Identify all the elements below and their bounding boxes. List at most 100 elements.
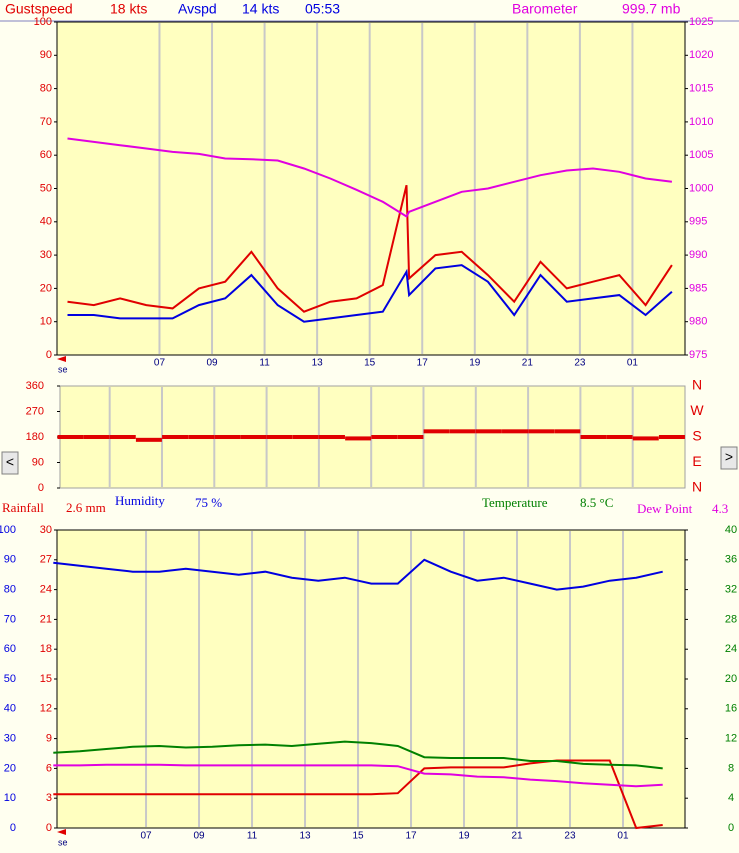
y3-tick-label: 0 [10, 822, 16, 834]
direction-point [449, 429, 476, 434]
y-tick-label: 90 [32, 456, 44, 468]
direction-point [109, 435, 136, 439]
corner-label: se [58, 837, 68, 847]
y2-tick-label: 0 [728, 822, 734, 834]
compass-label: N [692, 479, 702, 495]
x-tick-label: 19 [458, 831, 470, 842]
y3-tick-label: 70 [4, 613, 16, 625]
x-tick-label: 09 [193, 831, 205, 842]
y-tick-label: 21 [40, 613, 52, 625]
y-tick-label: 90 [40, 49, 52, 61]
next-button[interactable]: > [720, 446, 738, 470]
y-tick-label: 80 [40, 83, 52, 95]
y2-tick-label: 975 [689, 349, 707, 361]
compass-label: S [692, 428, 701, 444]
y2-tick-label: 1025 [689, 16, 713, 28]
button-label[interactable]: < [6, 454, 14, 470]
compass-label: W [690, 402, 704, 418]
x-tick-label: 15 [352, 831, 364, 842]
marker [57, 829, 66, 835]
series-name: Humidity [115, 493, 165, 508]
y3-tick-label: 100 [0, 524, 16, 536]
x-tick-label: 23 [564, 831, 576, 842]
direction-point [240, 435, 267, 439]
direction-point [658, 435, 685, 439]
x-tick-label: 13 [312, 358, 324, 369]
y2-tick-label: 24 [725, 643, 737, 655]
y-tick-label: 3 [46, 792, 52, 804]
marker [57, 356, 66, 362]
y-tick-label: 20 [40, 282, 52, 294]
direction-point [188, 435, 215, 439]
x-tick-label: 21 [522, 358, 534, 369]
direction-point [318, 435, 345, 439]
y-tick-label: 6 [46, 762, 52, 774]
direction-point [292, 435, 319, 439]
y-tick-label: 27 [40, 554, 52, 566]
compass-label: N [692, 377, 702, 393]
x-tick-label: 15 [364, 358, 376, 369]
y-tick-label: 60 [40, 149, 52, 161]
y3-tick-label: 80 [4, 584, 16, 596]
y2-tick-label: 1020 [689, 49, 713, 61]
y-tick-label: 180 [26, 431, 44, 443]
prev-button[interactable]: < [1, 451, 19, 475]
y2-tick-label: 1005 [689, 149, 713, 161]
y2-tick-label: 980 [689, 316, 707, 328]
y2-tick-label: 990 [689, 249, 707, 261]
y2-tick-label: 4 [728, 792, 734, 804]
series-current: 8.5 °C [580, 495, 613, 510]
series-name: Barometer [512, 1, 578, 17]
y-tick-label: 0 [46, 349, 52, 361]
x-tick-label: 23 [574, 358, 586, 369]
y-tick-label: 100 [34, 16, 52, 28]
y2-tick-label: 1015 [689, 83, 713, 95]
y-tick-label: 70 [40, 116, 52, 128]
series-name: Avspd [178, 1, 217, 17]
x-tick-label: 13 [299, 831, 311, 842]
direction-point [423, 429, 450, 434]
series-current: 2.6 mm [66, 500, 106, 515]
button-frame[interactable] [1, 451, 19, 475]
button-frame[interactable] [720, 446, 738, 470]
y-tick-label: 0 [46, 822, 52, 834]
series-line [53, 558, 663, 591]
series-line [53, 763, 663, 788]
direction-point [57, 435, 84, 439]
series-line [67, 264, 673, 323]
direction-point [83, 435, 110, 439]
series-line [53, 740, 663, 770]
x-tick-label: 09 [206, 358, 218, 369]
y2-tick-label: 32 [725, 584, 737, 596]
y2-tick-label: 28 [725, 613, 737, 625]
x-tick-label: 01 [617, 831, 629, 842]
direction-point [502, 429, 529, 434]
direction-point [632, 436, 659, 441]
y3-tick-label: 30 [4, 733, 16, 745]
y-tick-label: 40 [40, 216, 52, 228]
y2-tick-label: 36 [725, 554, 737, 566]
x-tick-label: 21 [511, 831, 523, 842]
direction-point [528, 429, 555, 434]
x-tick-label: 19 [469, 358, 481, 369]
y3-tick-label: 50 [4, 673, 16, 685]
corner-label: se [58, 364, 68, 374]
y-tick-label: 0 [38, 482, 44, 494]
button-label[interactable]: > [725, 449, 733, 465]
series-line [67, 137, 673, 218]
series-name: Gustspeed [5, 1, 73, 17]
direction-point [371, 435, 398, 439]
plot-area [56, 529, 686, 829]
y2-tick-label: 1000 [689, 182, 713, 194]
direction-point [475, 429, 502, 434]
x-tick-label: 11 [259, 358, 270, 369]
y2-tick-label: 20 [725, 673, 737, 685]
series-line [67, 184, 673, 313]
x-tick-label: 07 [154, 358, 166, 369]
y-tick-label: 30 [40, 524, 52, 536]
series-current: 999.7 mb [622, 1, 681, 17]
series-current: 18 kts [110, 1, 147, 17]
series-current: 14 kts [242, 1, 279, 17]
y-tick-label: 270 [26, 405, 44, 417]
